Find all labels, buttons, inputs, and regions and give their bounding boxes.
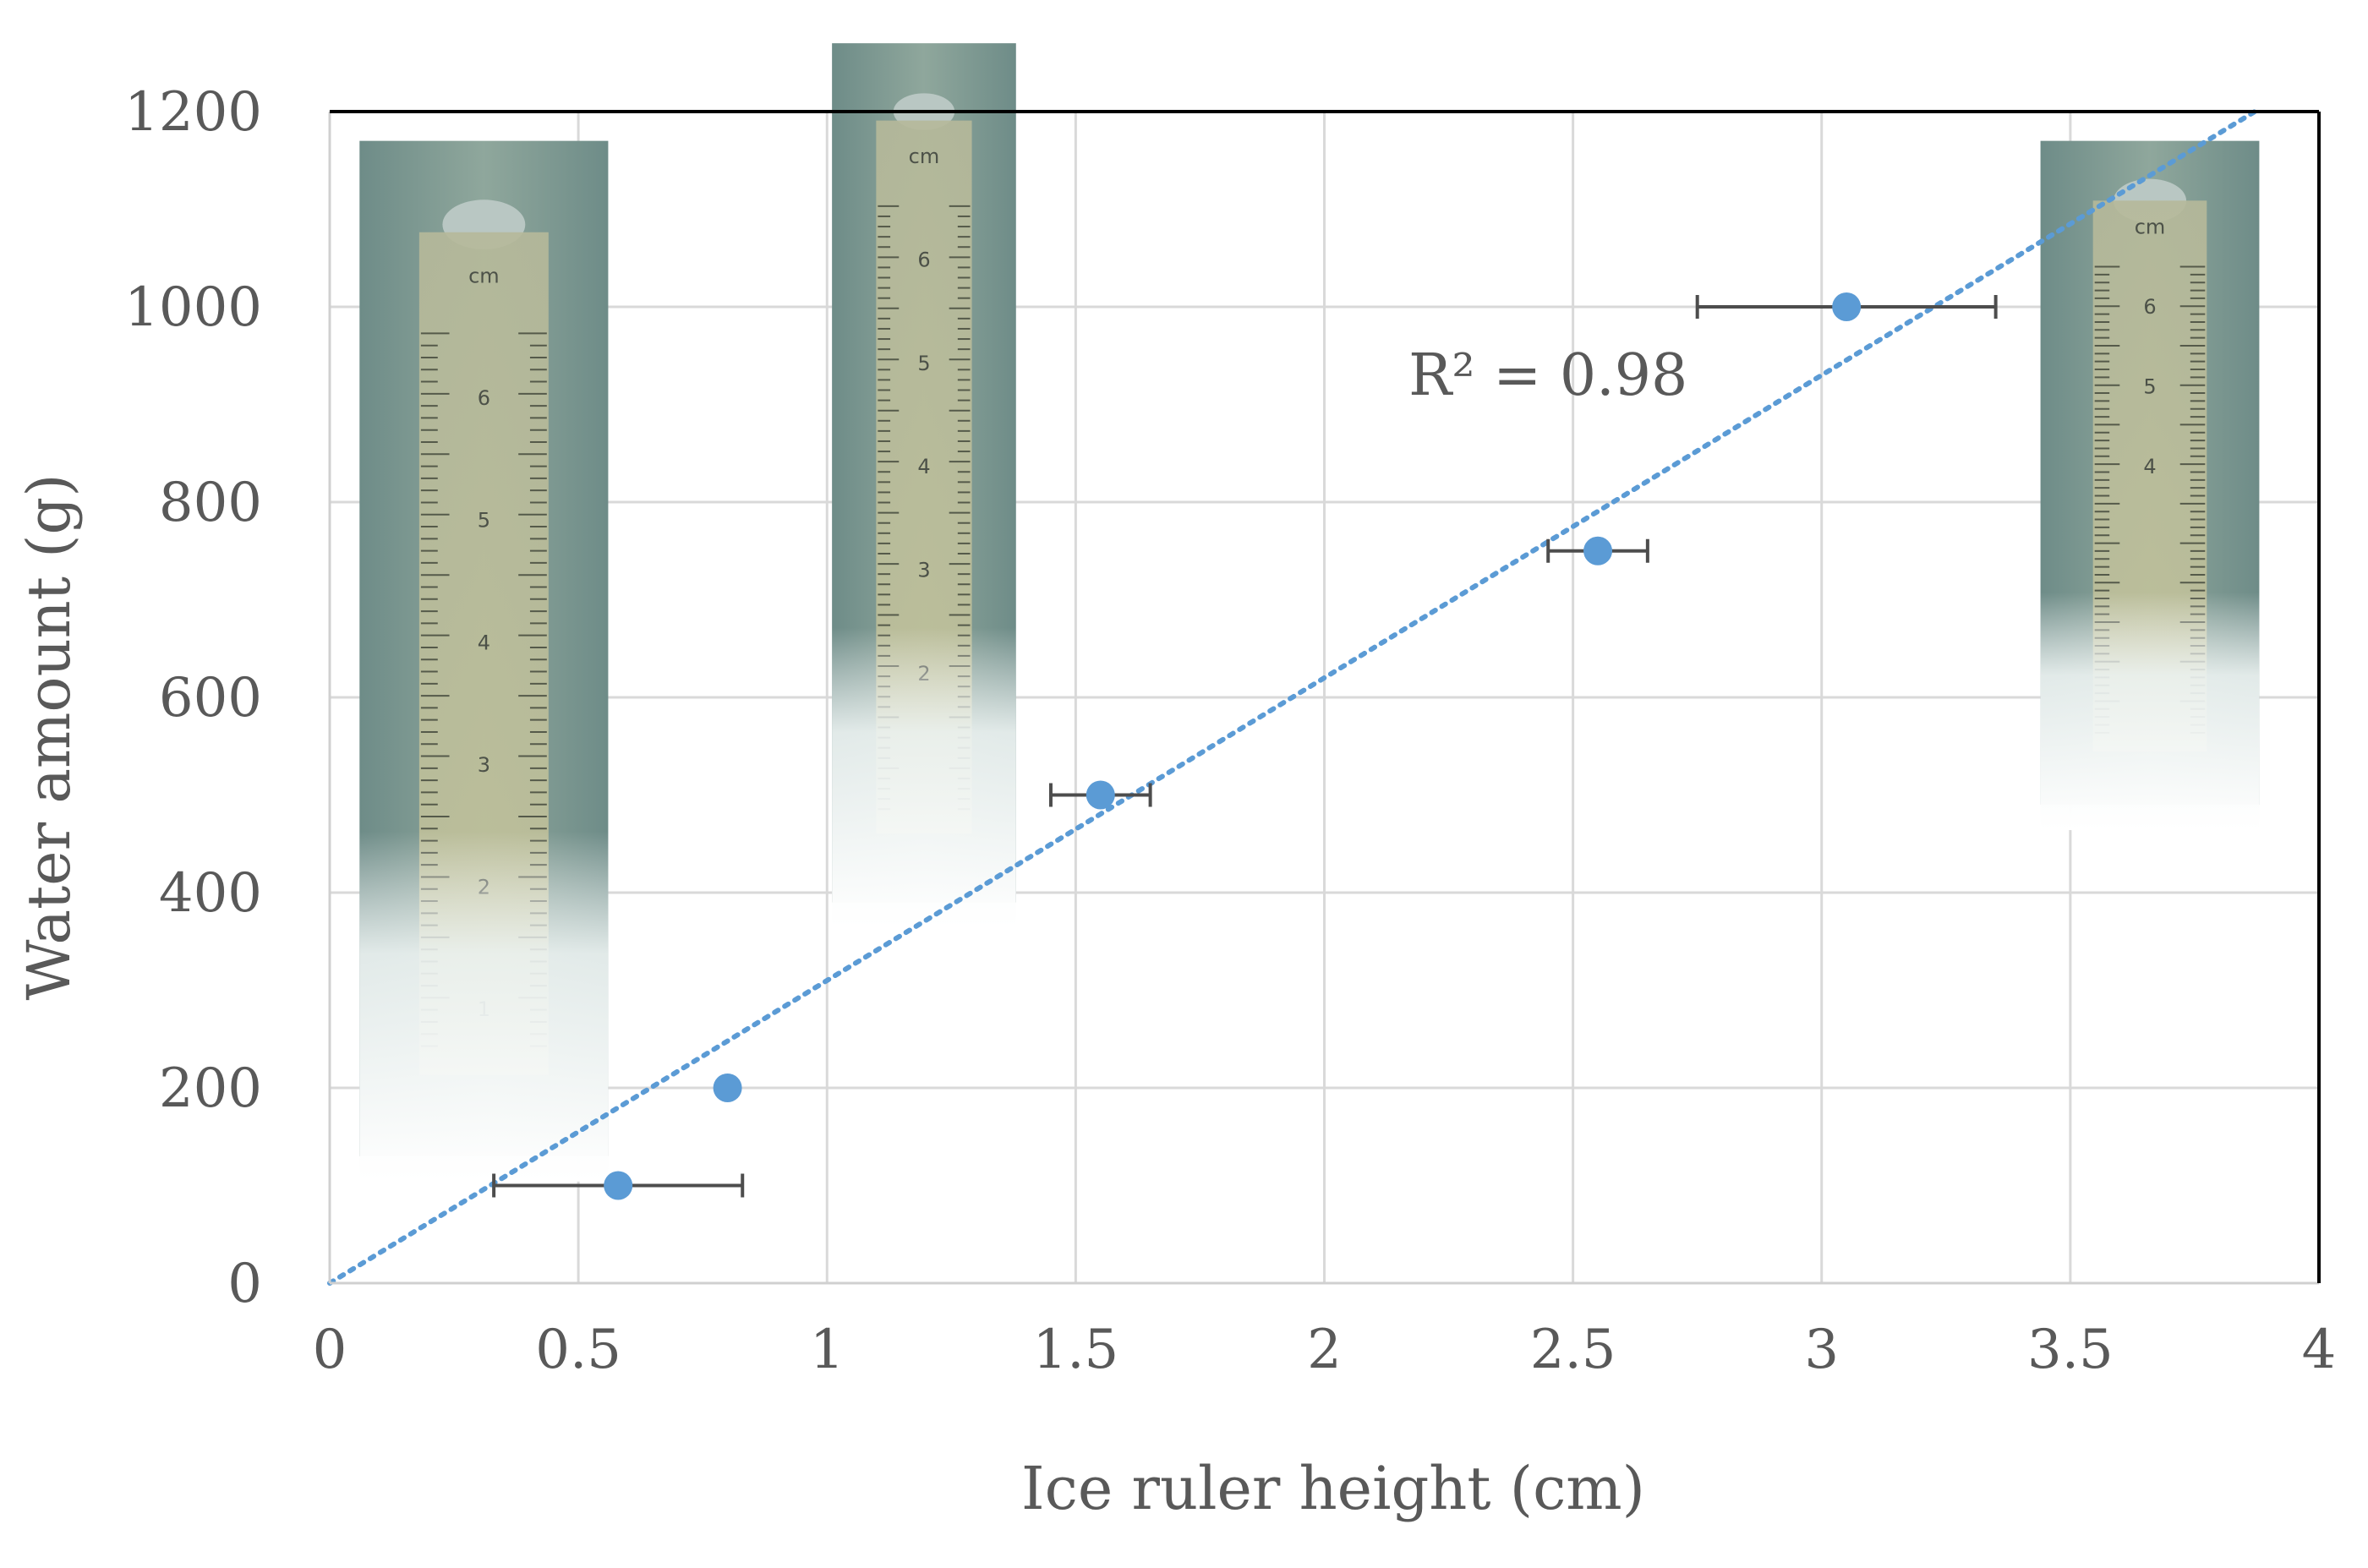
x-tick-label-6: 3 [1804,1319,1839,1381]
y-tick-label-3: 600 [159,667,262,729]
ruler-photo-insets: cm654321cm65432cm654 [359,43,2260,1182]
ice-ruler-photo-1-label: 5 [478,509,490,533]
axes [328,110,2321,1285]
ice-ruler-photo-2-label: 4 [917,455,930,478]
y-tick-label-5: 1000 [124,276,262,339]
error-bars [492,295,1998,1198]
ice-ruler-photo-2-label: 6 [917,249,930,272]
ice-ruler-photo-1: cm654321 [359,140,609,1182]
ice-ruler-photo-1-label: cm [468,265,500,288]
x-axis-title: Ice ruler height (cm) [1021,1454,1645,1523]
ice-ruler-photo-1-label: 4 [478,631,490,654]
y-axis-title: Water amount (g) [14,473,84,1000]
ice-ruler-photo-1-snow [359,831,609,1182]
y-tick-label-0: 0 [227,1253,262,1315]
y-tick-label-2: 400 [159,862,262,925]
ice-ruler-photo-1-label: 3 [478,753,490,777]
trendline [327,109,2257,1286]
x-tick-label-0: 0 [313,1319,347,1381]
ice-ruler-photo-2-label: cm [909,145,940,168]
ice-ruler-photo-2: cm65432 [832,43,1016,928]
ice-ruler-photo-3-label: 5 [2143,374,2156,398]
y-tick-label-6: 1200 [124,81,262,144]
y-tick-label-1: 200 [159,1057,262,1120]
x-tick-label-4: 2 [1307,1319,1342,1381]
ice-ruler-photo-1-label: 6 [478,386,490,410]
ice-ruler-photo-3-label: 4 [2143,455,2156,478]
data-point-0 [604,1171,633,1200]
x-tick-label-8: 4 [2302,1319,2337,1381]
ice-ruler-photo-2-label: 5 [917,352,930,375]
grid-lines [330,110,2321,1283]
trendline-layer [327,109,2257,1286]
ice-ruler-photo-3: cm 6 5 4 [2040,140,2260,831]
ice-ruler-photo-3-label: 6 [2143,295,2156,319]
ice-ruler-photo-2-label: 3 [917,559,930,582]
x-tick-label-7: 3.5 [2027,1319,2114,1381]
tick-labels: 0 0.5 1 1.5 2 2.5 3 3.5 4 0 200 400 600 800 1000 1200 [124,81,2336,1381]
x-tick-label-5: 2.5 [1530,1319,1616,1381]
data-points [604,292,1862,1200]
data-point-1 [713,1074,742,1102]
r-squared-annotation: R² = 0.98 [1408,342,1687,409]
ice-ruler-photo-3-label: cm [2135,215,2166,238]
ice-ruler-photo-3-snow [2040,592,2260,831]
ice-ruler-photo-2-snow [832,627,1016,928]
x-tick-label-1: 0.5 [535,1319,621,1381]
data-point-2 [1086,780,1115,810]
x-tick-label-3: 1.5 [1032,1319,1118,1381]
data-point-4 [1832,292,1862,321]
x-tick-label-2: 1 [810,1319,845,1381]
data-point-3 [1583,536,1613,565]
y-tick-label-4: 800 [159,472,262,534]
